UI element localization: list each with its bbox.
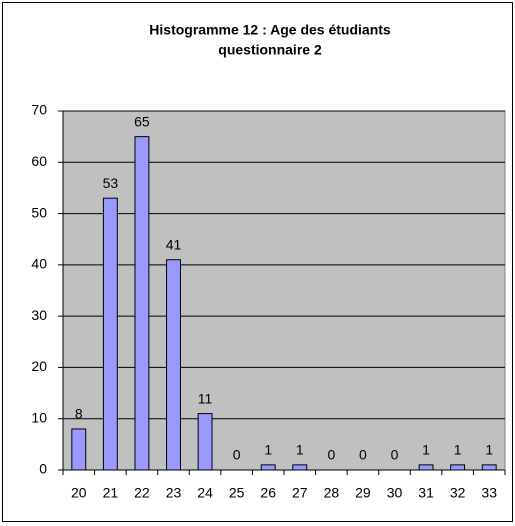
data-label: 1 [264,442,272,458]
data-label: 1 [422,442,430,458]
data-label: 0 [233,447,241,463]
chart-title: questionnaire 2 [218,42,322,58]
y-tick-label: 20 [31,358,47,374]
x-tick-label: 22 [134,485,150,501]
bar [166,259,181,471]
bar [134,136,150,471]
data-label: 0 [391,447,399,463]
bar [418,464,434,471]
chart-title: Histogramme 12 : Age des étudiants [149,22,391,38]
bar [71,428,87,471]
x-tick-label: 21 [103,485,119,501]
y-tick-label: 30 [31,307,47,323]
data-label: 1 [485,442,493,458]
x-tick-label: 32 [450,485,466,501]
y-tick-label: 60 [31,153,47,169]
y-tick-label: 50 [31,204,47,220]
bar [481,464,497,471]
x-tick-label: 29 [355,485,371,501]
plot-area [62,110,506,471]
y-tick-label: 0 [39,461,47,477]
data-label: 53 [103,175,119,191]
data-label: 1 [454,442,462,458]
bar [260,464,276,471]
bar [197,413,213,471]
x-tick-label: 31 [418,485,434,501]
data-label: 0 [327,447,335,463]
y-tick-label: 70 [31,102,47,118]
bar [292,464,308,471]
x-tick-label: 26 [260,485,276,501]
x-tick-label: 28 [324,485,340,501]
data-label: 8 [75,406,83,422]
bar [450,464,466,471]
y-tick-label: 40 [31,256,47,272]
x-tick-label: 27 [292,485,308,501]
x-tick-label: 25 [229,485,245,501]
x-tick-label: 24 [197,485,213,501]
x-tick-label: 33 [481,485,497,501]
x-tick-label: 23 [166,485,182,501]
y-tick-label: 10 [31,409,47,425]
data-label: 0 [359,447,367,463]
data-label: 41 [166,236,182,252]
bar [102,197,118,471]
data-label: 65 [134,113,150,129]
x-tick-label: 30 [387,485,403,501]
data-label: 11 [198,390,213,406]
data-label: 1 [296,442,304,458]
x-tick-label: 20 [71,485,87,501]
